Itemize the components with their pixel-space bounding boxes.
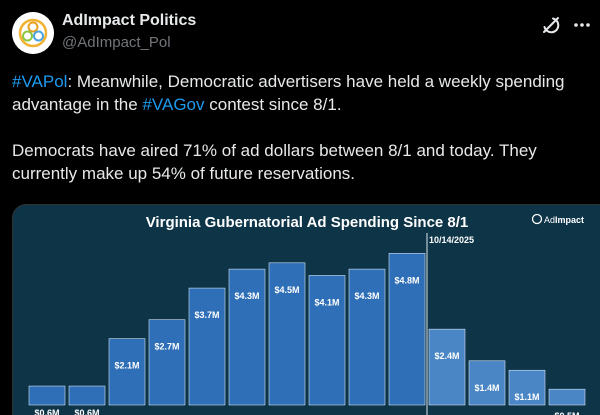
bar-week-5: [188, 287, 226, 406]
bar-value-label: $4.5M: [274, 285, 299, 295]
bar-week-10: [388, 253, 426, 406]
chart-logo-text: AdImpact: [544, 215, 584, 225]
bar-week-13: [508, 369, 546, 406]
grok-icon[interactable]: [541, 15, 561, 35]
bar-week-2: [68, 385, 106, 406]
hashtag-vagov[interactable]: #VAGov: [142, 95, 205, 114]
today-date-label: 10/14/2025: [429, 235, 474, 245]
bar-value-label: $2.7M: [154, 342, 179, 352]
ad-spending-chart: Virginia Gubernatorial Ad Spending Since…: [28, 213, 586, 415]
bar-week-9: [348, 268, 386, 406]
bar-value-label: $4.1M: [314, 297, 339, 307]
bar-week-6: [228, 268, 266, 406]
hashtag-vapol[interactable]: #VAPol: [12, 72, 68, 91]
chart-logo: AdImpact: [531, 213, 584, 225]
bar-week-7: [268, 262, 306, 406]
bar-value-label: $4.8M: [394, 275, 419, 285]
bar-value-label: $0.5M: [554, 411, 579, 415]
chart-image[interactable]: Virginia Gubernatorial Ad Spending Since…: [12, 204, 600, 415]
bar-value-label: $1.1M: [514, 392, 539, 402]
chart-title: Virginia Gubernatorial Ad Spending Since…: [146, 214, 469, 231]
bar-value-label: $2.1M: [114, 361, 139, 371]
tweet-text: #VAPol: Meanwhile, Democratic advertiser…: [12, 70, 588, 185]
author-name[interactable]: AdImpact Politics: [62, 12, 197, 29]
bar-value-label: $4.3M: [354, 291, 379, 301]
author-avatar[interactable]: [12, 12, 54, 54]
adimpact-logo-icon: [12, 12, 54, 54]
bar-week-8: [308, 275, 346, 406]
bar-week-11: [428, 328, 466, 406]
bar-week-3: [108, 338, 146, 406]
bar-value-label: $1.4M: [474, 383, 499, 393]
more-icon[interactable]: [572, 15, 592, 35]
author-handle[interactable]: @AdImpact_Pol: [62, 34, 171, 51]
bar-week-1: [28, 385, 66, 406]
bar-value-label: $0.6M: [74, 408, 99, 415]
bar-value-label: $3.7M: [194, 310, 219, 320]
bar-value-label: $0.6M: [34, 408, 59, 415]
tweet-text-segment: : Meanwhile, Democratic advertisers have…: [12, 72, 565, 114]
tweet-paragraph-2: Democrats have aired 71% of ad dollars b…: [12, 141, 537, 183]
bar-week-14: [548, 388, 586, 406]
bar-week-4: [148, 319, 186, 406]
chart-logo-icon: [531, 213, 543, 225]
bar-value-label: $2.4M: [434, 351, 459, 361]
tweet-text-segment: contest since 8/1.: [204, 95, 342, 114]
bar-value-label: $4.3M: [234, 291, 259, 301]
tweet-paragraph-1: #VAPol: Meanwhile, Democratic advertiser…: [12, 70, 588, 116]
